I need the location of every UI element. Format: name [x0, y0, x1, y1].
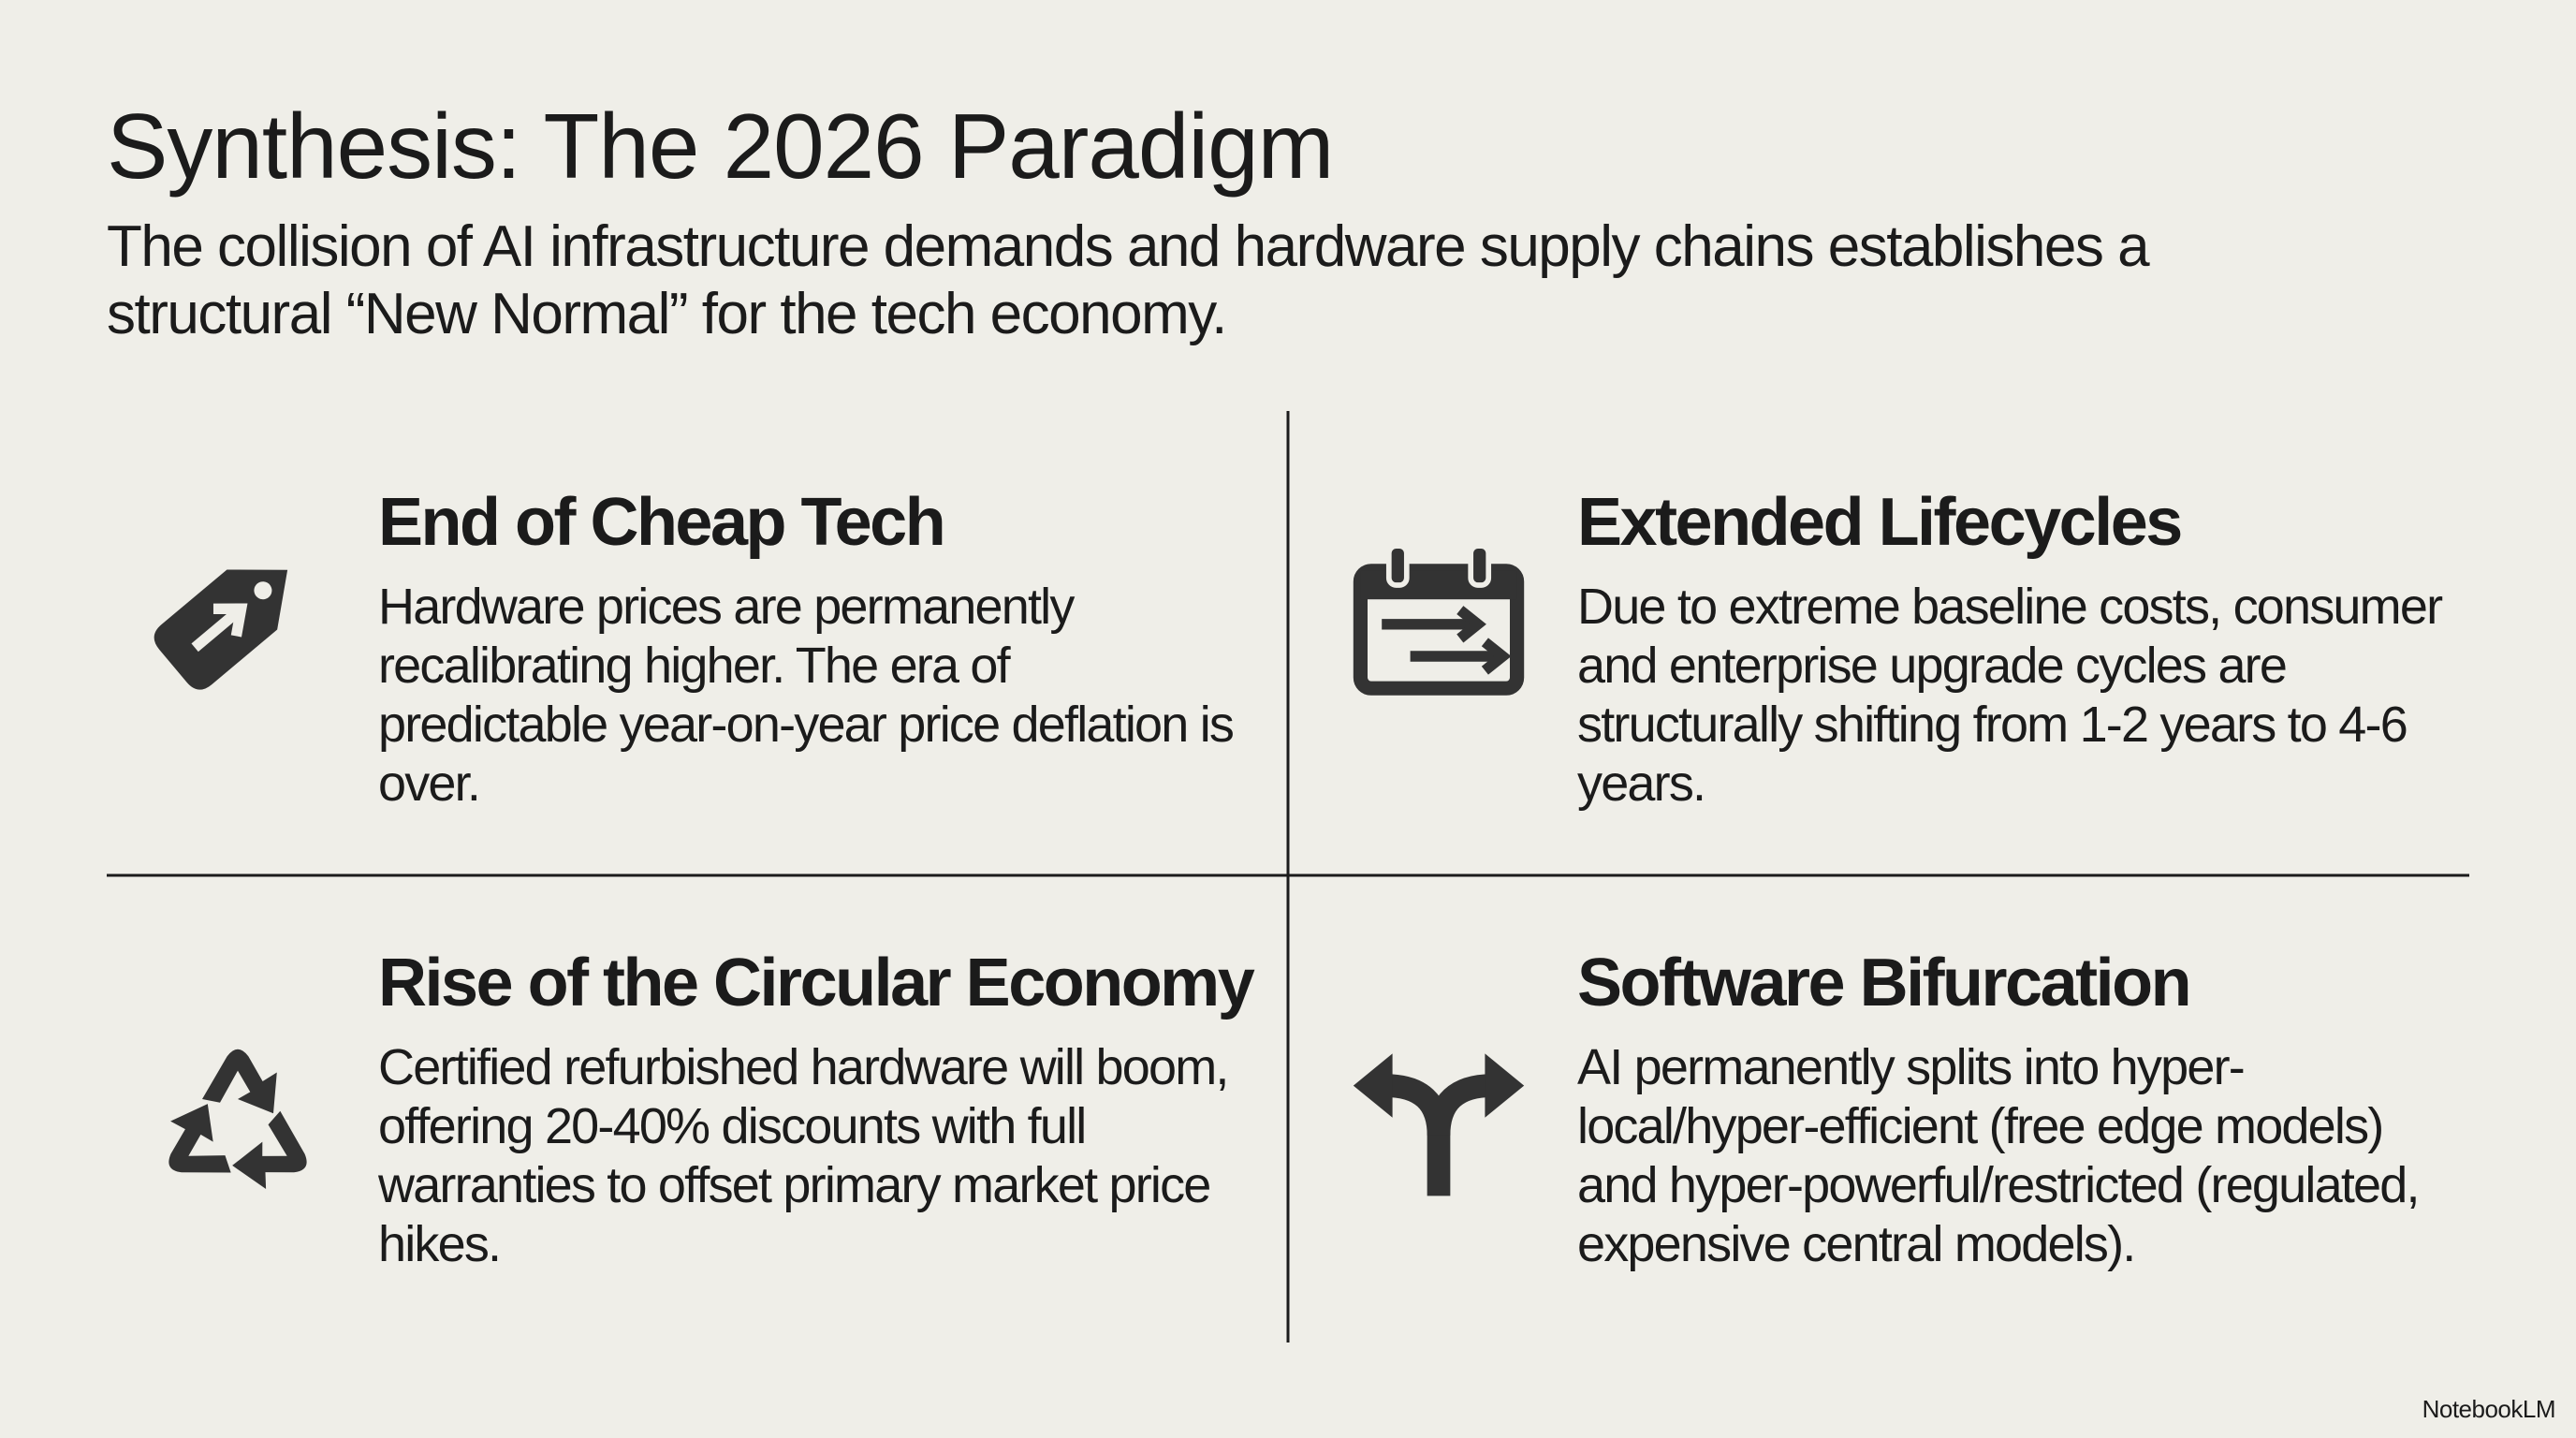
brand-footer: NotebookLM — [2422, 1395, 2556, 1423]
quadrant-body: Due to extreme baseline costs, consumer … — [1577, 579, 2443, 812]
fork-arrow-icon — [1353, 1053, 1525, 1196]
subtitle: The collision of AI infrastructure deman… — [107, 214, 2150, 346]
quadrant-body: Hardware prices are permanently recalibr… — [378, 579, 1235, 812]
title: Synthesis: The 2026 Paradigm — [107, 95, 1334, 198]
calendar-icon — [1353, 543, 1525, 696]
recycle-icon — [168, 1049, 307, 1190]
quadrant-heading: Extended Lifecycles — [1577, 485, 2183, 560]
quadrant-body: AI permanently splits into hyper-local/h… — [1577, 1039, 2421, 1272]
quadrant-heading: Software Bifurcation — [1577, 946, 2192, 1020]
quadrant-heading: End of Cheap Tech — [378, 485, 946, 560]
tag-icon — [154, 569, 288, 690]
quadrant-heading: Rise of the Circular Economy — [378, 946, 1255, 1020]
quadrant-body: Certified refurbished hardware will boom… — [378, 1039, 1229, 1272]
